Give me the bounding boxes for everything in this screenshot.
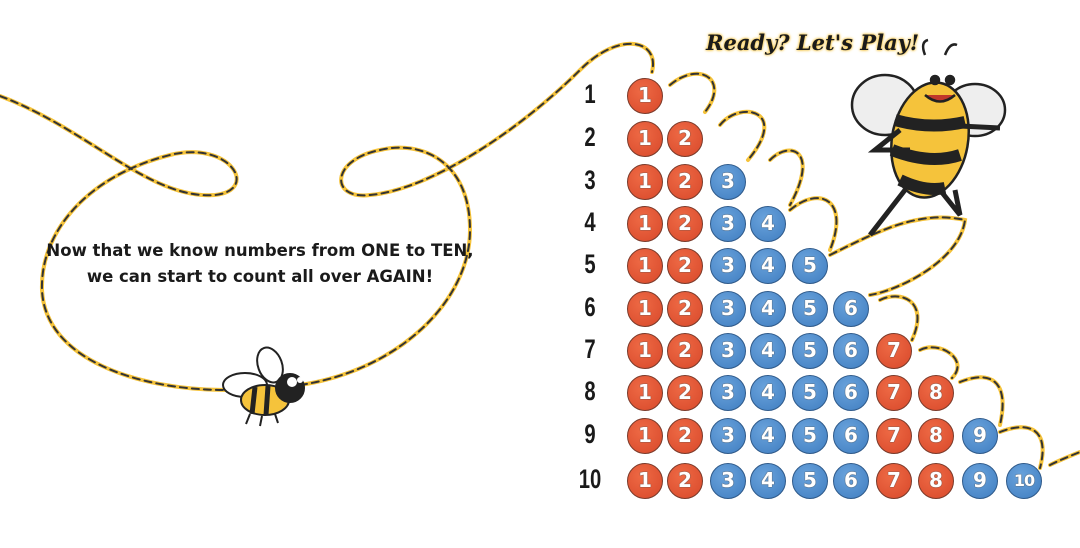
number-ball: 5	[792, 463, 828, 499]
number-ball: 5	[792, 375, 828, 411]
number-ball: 3	[710, 463, 746, 499]
number-ball: 8	[918, 463, 954, 499]
number-ball: 1	[627, 121, 663, 157]
row-label: 4	[584, 207, 596, 237]
number-ball: 1	[627, 375, 663, 411]
number-ball: 6	[833, 463, 869, 499]
number-ball: 1	[627, 333, 663, 369]
number-ball: 2	[667, 291, 703, 327]
number-ball: 6	[833, 375, 869, 411]
number-ball: 4	[750, 463, 786, 499]
row-label: 9	[584, 419, 596, 449]
row-label: 2	[584, 122, 596, 152]
number-ball: 1	[627, 164, 663, 200]
story-line-2: we can start to count all over AGAIN!	[86, 267, 434, 286]
number-ball: 9	[962, 463, 998, 499]
row-label: 8	[584, 376, 596, 406]
number-ball: 1	[627, 206, 663, 242]
number-ball: 4	[750, 248, 786, 284]
number-ball: 5	[792, 291, 828, 327]
number-ball: 4	[750, 333, 786, 369]
number-ball: 1	[627, 291, 663, 327]
number-ball: 9	[962, 418, 998, 454]
number-ball: 1	[627, 418, 663, 454]
number-ball: 2	[667, 333, 703, 369]
row-label: 6	[584, 292, 596, 322]
number-ball: 2	[667, 248, 703, 284]
number-ball: 10	[1006, 463, 1042, 499]
number-ball: 2	[667, 121, 703, 157]
number-ball: 2	[667, 418, 703, 454]
page-title: Ready? Let's Play!	[706, 30, 920, 55]
number-ball: 7	[876, 463, 912, 499]
number-ball: 3	[710, 375, 746, 411]
number-ball: 2	[667, 206, 703, 242]
number-ball: 7	[876, 375, 912, 411]
number-ball: 3	[710, 333, 746, 369]
number-ball: 6	[833, 333, 869, 369]
number-ball: 4	[750, 206, 786, 242]
story-line-1: Now that we know numbers from ONE to TEN…	[46, 241, 474, 260]
number-ball: 3	[710, 206, 746, 242]
number-ball: 2	[667, 164, 703, 200]
number-ball: 5	[792, 333, 828, 369]
number-ball: 3	[710, 164, 746, 200]
dancing-bee-icon	[850, 38, 1007, 237]
number-ball: 4	[750, 375, 786, 411]
number-ball: 3	[710, 418, 746, 454]
small-bee-icon	[222, 346, 305, 427]
number-ball: 8	[918, 375, 954, 411]
number-ball: 2	[667, 463, 703, 499]
number-ball: 1	[627, 248, 663, 284]
number-ball: 7	[876, 333, 912, 369]
number-ball: 3	[710, 248, 746, 284]
number-ball: 8	[918, 418, 954, 454]
row-label: 7	[584, 334, 596, 364]
story-text: Now that we know numbers from ONE to TEN…	[40, 238, 480, 290]
number-ball: 4	[750, 418, 786, 454]
number-ball: 2	[667, 375, 703, 411]
number-ball: 4	[750, 291, 786, 327]
number-ball: 7	[876, 418, 912, 454]
number-ball: 3	[710, 291, 746, 327]
number-ball: 5	[792, 418, 828, 454]
number-ball: 1	[627, 463, 663, 499]
number-ball: 6	[833, 291, 869, 327]
number-ball: 6	[833, 418, 869, 454]
number-ball: 1	[627, 78, 663, 114]
row-label: 10	[578, 464, 602, 494]
row-label: 1	[584, 79, 596, 109]
row-label: 3	[584, 165, 596, 195]
row-label: 5	[584, 249, 596, 279]
number-ball: 5	[792, 248, 828, 284]
